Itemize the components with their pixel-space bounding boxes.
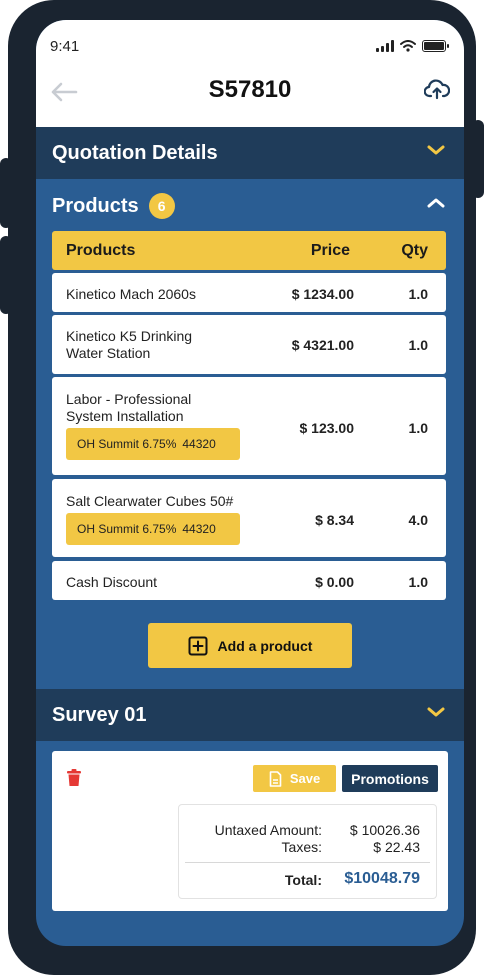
product-name: Kinetico K5 Drinking bbox=[66, 328, 193, 344]
table-row[interactable]: Cash Discount $ 0.00 1.0 bbox=[52, 561, 446, 600]
app-screen: 9:41 S57810 bbox=[36, 20, 464, 946]
promotions-label: Promotions bbox=[351, 770, 429, 787]
chevron-down-icon bbox=[427, 707, 445, 717]
document-icon bbox=[269, 770, 282, 787]
taxes-value: $ 22.43 bbox=[373, 839, 420, 855]
tax-tag-code: 44320 bbox=[182, 437, 216, 451]
chevron-up-icon bbox=[427, 198, 445, 208]
products-table-header: Products Price Qty bbox=[52, 231, 446, 270]
product-name: Salt Clearwater Cubes 50# bbox=[66, 493, 234, 509]
product-name-line2: System Installation bbox=[66, 408, 184, 424]
save-label: Save bbox=[289, 771, 321, 786]
product-price: $ 4321.00 bbox=[291, 337, 354, 353]
wifi-icon bbox=[400, 40, 416, 52]
add-product-label: Add a product bbox=[217, 637, 313, 654]
column-header-products: Products bbox=[66, 242, 136, 259]
product-price: $ 8.34 bbox=[315, 512, 354, 528]
promotions-button[interactable]: Promotions bbox=[342, 765, 438, 792]
products-header[interactable]: Products 6 bbox=[36, 180, 464, 232]
totals-box: Untaxed Amount: $ 10026.36 Taxes: $ 22.4… bbox=[178, 804, 437, 899]
totals-divider bbox=[185, 862, 430, 863]
signal-icon bbox=[376, 40, 394, 52]
trash-icon[interactable] bbox=[66, 769, 82, 787]
save-button[interactable]: Save bbox=[253, 765, 336, 792]
product-name: Kinetico Mach 2060s bbox=[66, 286, 196, 302]
product-qty: 4.0 bbox=[408, 512, 428, 528]
survey-header[interactable]: Survey 01 bbox=[36, 689, 464, 741]
tax-tag[interactable]: OH Summit 6.75% 44320 bbox=[66, 428, 240, 460]
column-header-qty: Qty bbox=[401, 242, 428, 259]
page-title: S57810 bbox=[208, 76, 292, 103]
tax-tag-rate: OH Summit 6.75% bbox=[77, 522, 177, 536]
table-row[interactable]: Salt Clearwater Cubes 50# OH Summit 6.75… bbox=[52, 479, 446, 557]
plus-square-icon bbox=[188, 636, 208, 655]
taxes-label: Taxes: bbox=[281, 839, 322, 855]
add-product-button[interactable]: Add a product bbox=[148, 623, 352, 668]
battery-icon bbox=[422, 40, 449, 52]
product-qty: 1.0 bbox=[408, 420, 428, 436]
products-label: Products bbox=[52, 194, 139, 217]
product-price: $ 0.00 bbox=[315, 574, 354, 590]
product-name: Cash Discount bbox=[66, 574, 158, 590]
tax-tag[interactable]: OH Summit 6.75% 44320 bbox=[66, 513, 240, 545]
product-qty: 1.0 bbox=[408, 286, 428, 302]
untaxed-amount-value: $ 10026.36 bbox=[349, 822, 420, 838]
total-value: $10048.79 bbox=[344, 870, 420, 887]
table-row[interactable]: Kinetico Mach 2060s $ 1234.00 1.0 bbox=[52, 273, 446, 312]
products-count-badge: 6 bbox=[148, 193, 175, 219]
product-name: Labor - Professional bbox=[66, 391, 192, 407]
product-qty: 1.0 bbox=[408, 337, 428, 353]
product-qty: 1.0 bbox=[408, 574, 428, 590]
quotation-details-header[interactable]: Quotation Details bbox=[36, 127, 464, 179]
survey-label: Survey 01 bbox=[52, 703, 147, 726]
phone-frame: 9:41 S57810 bbox=[8, 0, 476, 975]
status-time: 9:41 bbox=[50, 38, 80, 55]
status-icons bbox=[376, 40, 449, 52]
survey-card: Save Promotions Untaxed Amount: $ 10026.… bbox=[52, 751, 448, 911]
table-row[interactable]: Labor - Professional System Installation… bbox=[52, 377, 446, 475]
quotation-details-label: Quotation Details bbox=[52, 141, 218, 164]
cloud-upload-icon[interactable] bbox=[423, 78, 451, 105]
product-price: $ 123.00 bbox=[299, 420, 355, 436]
tax-tag-rate: OH Summit 6.75% bbox=[77, 437, 177, 451]
top-bar: 9:41 S57810 bbox=[36, 20, 464, 127]
product-name-line2: Water Station bbox=[66, 345, 151, 361]
total-label: Total: bbox=[284, 872, 322, 888]
arrow-left-icon[interactable] bbox=[50, 76, 78, 108]
tax-tag-code: 44320 bbox=[182, 522, 216, 536]
table-row[interactable]: Kinetico K5 Drinking Water Station $ 432… bbox=[52, 315, 446, 374]
untaxed-amount-label: Untaxed Amount: bbox=[214, 822, 322, 838]
product-price: $ 1234.00 bbox=[291, 286, 354, 302]
column-header-price: Price bbox=[310, 242, 350, 259]
chevron-down-icon bbox=[427, 145, 445, 155]
